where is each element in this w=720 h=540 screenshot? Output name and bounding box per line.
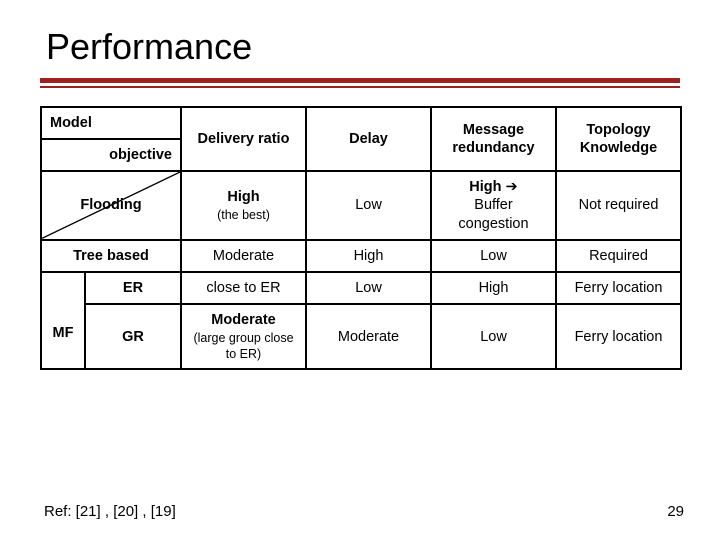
row-mf-er: ER: [85, 272, 181, 304]
slide-title: Performance: [46, 26, 680, 68]
table-row: GR Moderate (large group close to ER) Mo…: [41, 304, 681, 369]
cell: close to ER: [181, 272, 306, 304]
cell: Low: [306, 171, 431, 239]
title-rule: [40, 78, 680, 88]
hdr-model: Model: [41, 107, 181, 139]
cell: Low: [431, 304, 556, 369]
col-delay: Delay: [306, 107, 431, 171]
table-row: Flooding High (the best) Low High ➔Buffe…: [41, 171, 681, 239]
cell: Moderate (large group close to ER): [181, 304, 306, 369]
cell: High: [431, 272, 556, 304]
cell: High (the best): [181, 171, 306, 239]
col-message-redundancy: Message redundancy: [431, 107, 556, 171]
row-flooding: Flooding: [41, 171, 181, 239]
cell: Ferry location: [556, 272, 681, 304]
cell: Required: [556, 240, 681, 272]
cell: High: [306, 240, 431, 272]
row-mf: MF: [41, 272, 85, 370]
row-tree-based: Tree based: [41, 240, 181, 272]
row-mf-gr: GR: [85, 304, 181, 369]
cell: Moderate: [181, 240, 306, 272]
cell: Moderate: [306, 304, 431, 369]
cell: High ➔Buffer congestion: [431, 171, 556, 239]
page-number: 29: [667, 503, 684, 520]
cell: Low: [306, 272, 431, 304]
footer-reference: Ref: [21] , [20] , [19]: [44, 503, 176, 520]
table-row: MF ER close to ER Low High Ferry locatio…: [41, 272, 681, 304]
cell: Low: [431, 240, 556, 272]
col-delivery-ratio: Delivery ratio: [181, 107, 306, 171]
cell: Not required: [556, 171, 681, 239]
performance-table-mf: MF ER close to ER Low High Ferry locatio…: [40, 271, 682, 371]
row-label: Flooding: [80, 197, 141, 213]
cell: Ferry location: [556, 304, 681, 369]
table-row: Tree based Moderate High Low Required: [41, 240, 681, 272]
performance-table: Model Delivery ratio Delay Message redun…: [40, 106, 682, 273]
col-topology-knowledge: Topology Knowledge: [556, 107, 681, 171]
hdr-objective: objective: [41, 139, 181, 171]
